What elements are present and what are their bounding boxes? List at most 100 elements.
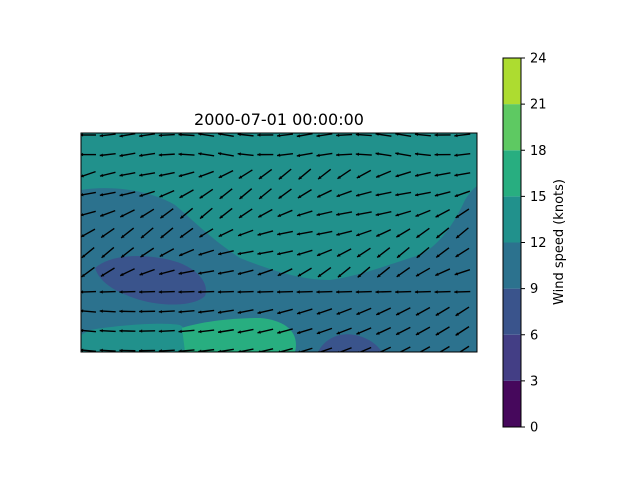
wind-arrow xyxy=(237,133,254,137)
wind-arrow xyxy=(414,152,431,157)
wind-arrow xyxy=(198,170,214,178)
wind-arrow xyxy=(178,248,195,257)
contour-level-15-18 xyxy=(182,318,296,352)
wind-arrow xyxy=(296,327,313,335)
wind-arrow xyxy=(81,246,95,259)
wind-arrow xyxy=(139,133,156,138)
colorbar-tick-label: 9 xyxy=(530,282,538,297)
wind-arrow xyxy=(454,133,471,138)
wind-arrow xyxy=(395,133,412,138)
wind-arrow xyxy=(336,133,353,137)
wind-arrow xyxy=(434,133,451,137)
wind-arrow xyxy=(257,268,274,276)
wind-arrow xyxy=(199,228,214,238)
wind-arrow xyxy=(414,290,431,294)
wind-arrow xyxy=(356,307,372,316)
wind-arrow xyxy=(375,326,392,336)
wind-arrow xyxy=(101,246,115,259)
wind-arrow xyxy=(81,348,97,352)
wind-arrow xyxy=(258,188,272,200)
wind-arrow xyxy=(395,307,411,316)
wind-arrow xyxy=(375,290,392,294)
wind-arrow xyxy=(257,208,273,218)
colorbar-tick-label: 6 xyxy=(530,328,538,343)
colorbar-band-6-9 xyxy=(503,288,521,335)
wind-arrow xyxy=(257,152,274,157)
wind-arrow xyxy=(454,290,471,294)
wind-arrow xyxy=(257,230,274,236)
wind-arrow xyxy=(178,310,195,314)
wind-arrow xyxy=(238,169,253,180)
wind-arrow xyxy=(355,191,372,197)
wind-arrow xyxy=(119,290,136,294)
wind-arrow xyxy=(434,290,451,294)
wind-arrow xyxy=(159,189,175,198)
wind-arrow xyxy=(81,191,96,197)
wind-arrow xyxy=(217,348,234,352)
wind-arrow xyxy=(296,308,313,315)
wind-arrow xyxy=(257,290,274,294)
chart-title: 2000-07-01 00:00:00 xyxy=(194,110,364,129)
colorbar-tick-label: 24 xyxy=(530,52,547,67)
wind-arrow xyxy=(237,269,254,276)
wind-arrow xyxy=(217,250,234,256)
wind-arrow xyxy=(119,209,135,218)
wind-arrow xyxy=(178,329,195,334)
wind-arrow xyxy=(218,170,234,179)
wind-arrow xyxy=(99,348,116,352)
wind-arrow xyxy=(257,308,274,315)
wind-arrow xyxy=(414,171,431,177)
wind-arrow xyxy=(120,247,135,259)
wind-arrow xyxy=(297,189,312,199)
wind-arrow xyxy=(336,248,352,257)
colorbar-band-21-24 xyxy=(503,58,521,105)
colorbar-ticks: 0 3 6 9 12 15 18 21 24 xyxy=(521,52,547,436)
wind-arrow xyxy=(355,152,372,156)
wind-arrow xyxy=(119,268,135,277)
wind-arrow xyxy=(395,326,411,336)
wind-arrow xyxy=(81,309,97,313)
wind-arrow xyxy=(455,326,470,336)
wind-arrow xyxy=(396,246,410,259)
wind-arrow xyxy=(296,133,313,138)
wind-arrow xyxy=(81,152,96,157)
wind-arrow xyxy=(355,290,372,294)
wind-arrow xyxy=(317,266,332,278)
wind-arrow xyxy=(139,349,156,352)
wind-arrow xyxy=(198,249,215,256)
colorbar-band-15-18 xyxy=(503,150,521,197)
wind-arrow xyxy=(415,326,431,336)
wind-arrow xyxy=(81,170,96,178)
wind-arrow xyxy=(198,270,215,275)
wind-arrow xyxy=(455,247,470,258)
wind-arrow xyxy=(81,133,96,137)
wind-speed-map xyxy=(81,133,477,352)
wind-arrow xyxy=(99,171,116,178)
wind-arrow xyxy=(337,266,351,278)
wind-arrow xyxy=(357,266,371,278)
wind-arrow xyxy=(434,172,451,177)
wind-arrow xyxy=(454,269,471,276)
colorbar-tick-label: 0 xyxy=(530,421,538,436)
wind-arrow xyxy=(139,152,156,157)
wind-arrow xyxy=(316,230,333,236)
wind-arrow xyxy=(99,309,116,313)
wind-arrow xyxy=(375,152,392,157)
wind-arrow xyxy=(336,290,353,294)
wind-arrow xyxy=(277,328,293,334)
wind-arrow xyxy=(277,209,293,218)
wind-arrow xyxy=(356,169,372,179)
wind-arrow xyxy=(316,290,333,294)
wind-arrow xyxy=(238,208,253,219)
wind-arrow xyxy=(178,269,195,275)
wind-arrow xyxy=(198,152,215,157)
wind-arrow xyxy=(198,133,215,137)
wind-arrow xyxy=(139,309,156,314)
wind-arrow xyxy=(276,290,294,294)
wind-arrow xyxy=(257,328,274,334)
wind-arrow xyxy=(435,326,450,336)
colorbar-label: Wind speed (knots) xyxy=(552,179,567,305)
wind-arrow xyxy=(356,327,372,335)
wind-arrow xyxy=(217,269,234,275)
wind-arrow xyxy=(237,309,254,314)
